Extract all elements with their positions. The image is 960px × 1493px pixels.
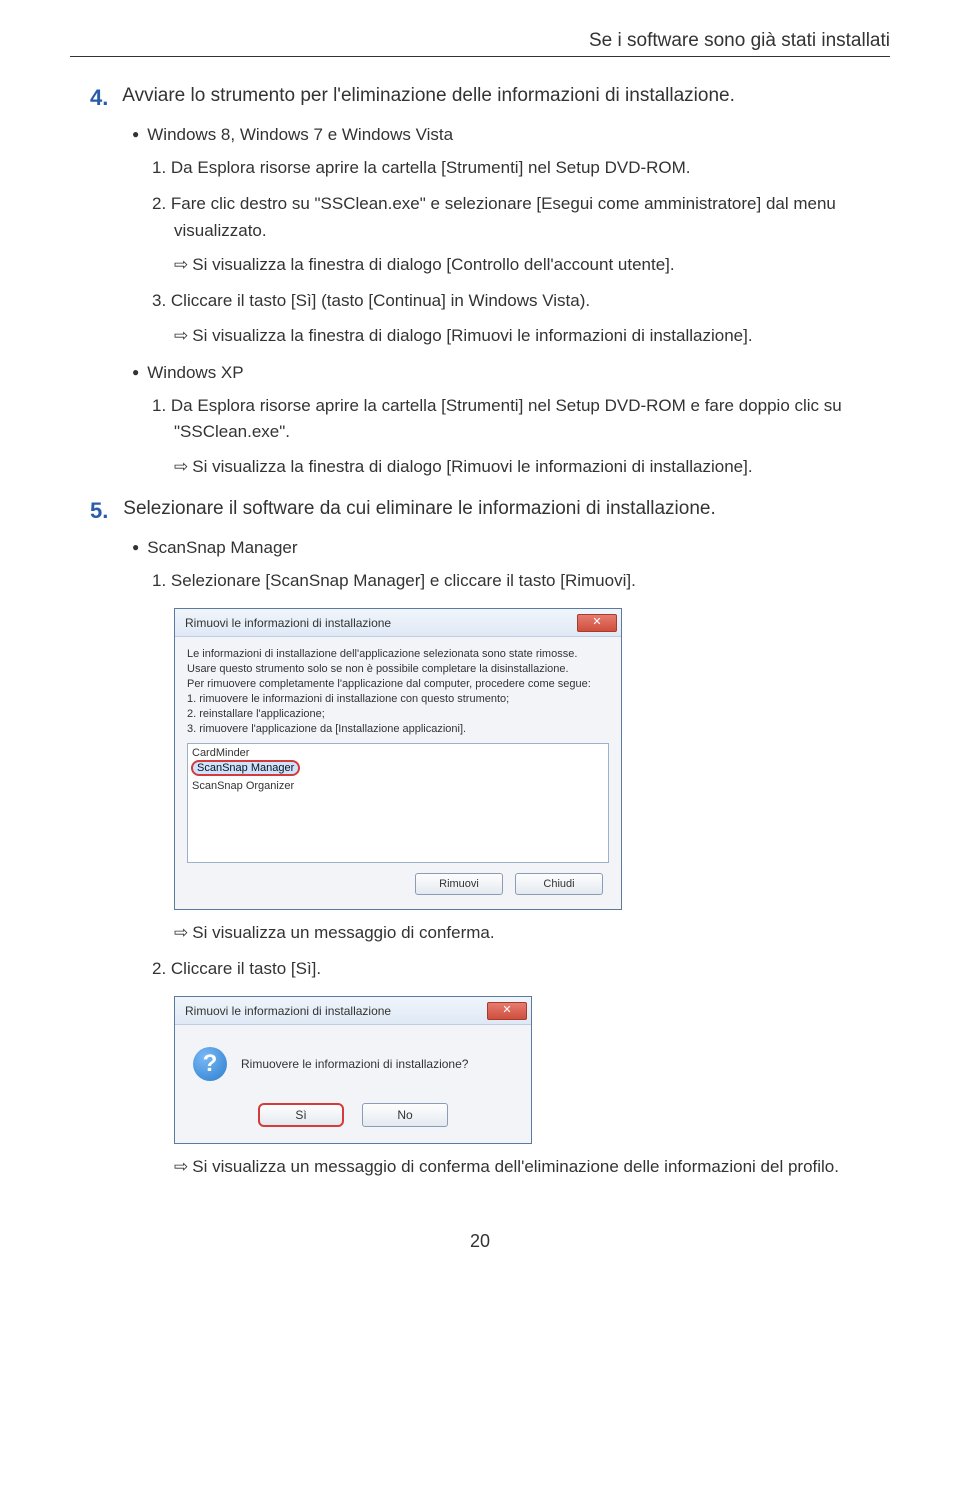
win8-item-1: 1. Da Esplora risorse aprire la cartella… <box>152 155 890 181</box>
list-item[interactable]: ScanSnap Organizer <box>191 779 605 793</box>
arrow-icon: ⇨ <box>174 255 188 274</box>
yes-button[interactable]: Sì <box>258 1103 344 1127</box>
step-4-num: 4. <box>90 85 118 111</box>
win8-item-3: 3. Cliccare il tasto [Sì] (tasto [Contin… <box>152 288 890 314</box>
ssm-result-2: ⇨Si visualizza un messaggio di conferma … <box>174 1154 890 1180</box>
ssm-item-1: 1. Selezionare [ScanSnap Manager] e clic… <box>152 568 890 594</box>
remove-button[interactable]: Rimuovi <box>415 873 503 895</box>
win8-result-3-text: Si visualizza la finestra di dialogo [Ri… <box>192 326 752 345</box>
dialog-title: Rimuovi le informazioni di installazione <box>185 1004 487 1018</box>
page-header: Se i software sono già stati installati <box>70 30 890 57</box>
ssm-result-2-text: Si visualizza un messaggio di conferma d… <box>192 1157 839 1176</box>
win8-result-3: ⇨Si visualizza la finestra di dialogo [R… <box>174 323 890 349</box>
list-item-highlight[interactable]: ScanSnap Manager <box>191 760 300 776</box>
step-4-text: Avviare lo strumento per l'eliminazione … <box>122 85 735 106</box>
win8-item-2: 2. Fare clic destro su "SSClean.exe" e s… <box>152 191 890 244</box>
figure-dialog-confirm: Rimuovi le informazioni di installazione… <box>174 996 890 1144</box>
page-number: 20 <box>70 1231 890 1252</box>
arrow-icon: ⇨ <box>174 1157 188 1176</box>
close-icon[interactable]: ✕ <box>487 1002 527 1020</box>
ssm-result-1: ⇨Si visualizza un messaggio di conferma. <box>174 920 890 946</box>
step-5-num: 5. <box>90 498 118 524</box>
arrow-icon: ⇨ <box>174 326 188 345</box>
winxp-item-1: 1. Da Esplora risorse aprire la cartella… <box>152 393 890 446</box>
ssm-item-2: 2. Cliccare il tasto [Sì]. <box>152 956 890 982</box>
dialog-title: Rimuovi le informazioni di installazione <box>185 616 577 630</box>
win8-result-2-text: Si visualizza la finestra di dialogo [Co… <box>192 255 674 274</box>
ssm-result-1-text: Si visualizza un messaggio di conferma. <box>192 923 494 942</box>
subhead-winxp: Windows XP <box>132 363 890 383</box>
question-icon: ? <box>193 1047 227 1081</box>
dialog-titlebar: Rimuovi le informazioni di installazione… <box>175 609 621 637</box>
winxp-result-1-text: Si visualizza la finestra di dialogo [Ri… <box>192 457 752 476</box>
close-icon[interactable]: ✕ <box>577 614 617 632</box>
dialog-message: Rimuovere le informazioni di installazio… <box>241 1057 468 1071</box>
win8-result-2: ⇨Si visualizza la finestra di dialogo [C… <box>174 252 890 278</box>
app-listbox[interactable]: CardMinder ScanSnap Manager ScanSnap Org… <box>187 743 609 863</box>
dialog-confirm: Rimuovi le informazioni di installazione… <box>174 996 532 1144</box>
figure-dialog-remove-info: Rimuovi le informazioni di installazione… <box>174 608 890 909</box>
subhead-win8: Windows 8, Windows 7 e Windows Vista <box>132 125 890 145</box>
subhead-ssm: ScanSnap Manager <box>132 538 890 558</box>
dialog-remove-info: Rimuovi le informazioni di installazione… <box>174 608 622 909</box>
dialog-message: Le informazioni di installazione dell'ap… <box>187 647 609 736</box>
step-5-text: Selezionare il software da cui eliminare… <box>123 498 715 519</box>
list-item[interactable]: CardMinder <box>191 746 605 760</box>
arrow-icon: ⇨ <box>174 923 188 942</box>
step-4: 4. Avviare lo strumento per l'eliminazio… <box>90 85 890 111</box>
step-5: 5. Selezionare il software da cui elimin… <box>90 498 890 524</box>
dialog-titlebar: Rimuovi le informazioni di installazione… <box>175 997 531 1025</box>
no-button[interactable]: No <box>362 1103 448 1127</box>
close-button[interactable]: Chiudi <box>515 873 603 895</box>
winxp-result-1: ⇨Si visualizza la finestra di dialogo [R… <box>174 454 890 480</box>
arrow-icon: ⇨ <box>174 457 188 476</box>
